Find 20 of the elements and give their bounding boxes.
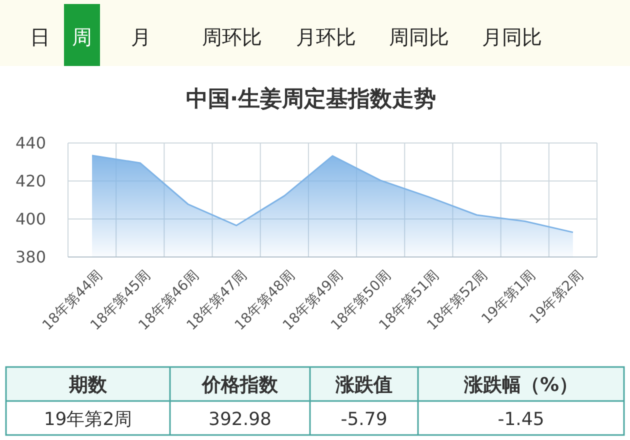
text: 月同比 — [482, 25, 542, 49]
y-tick-label: 380 — [15, 248, 46, 267]
text: 日 — [30, 25, 50, 49]
text: 周 — [72, 25, 92, 49]
text: 周同比 — [389, 25, 449, 49]
text: 月 — [131, 25, 151, 49]
text: 涨跌幅（%） — [462, 374, 578, 396]
chart-title: 中国·生姜周定基指数走势 — [186, 86, 436, 112]
text: -1.45 — [498, 409, 544, 430]
text: 期数 — [68, 374, 108, 396]
text: 月环比 — [296, 25, 356, 49]
text: -5.79 — [340, 409, 388, 430]
text: 价格指数 — [201, 374, 279, 396]
text: 392.98 — [208, 409, 272, 430]
y-tick-label: 440 — [15, 134, 46, 153]
y-tick-label: 400 — [15, 210, 46, 229]
text: 19年第2周 — [44, 409, 132, 430]
text: 涨跌值 — [334, 374, 392, 396]
text: 周环比 — [202, 25, 262, 49]
y-tick-label: 420 — [15, 172, 46, 191]
